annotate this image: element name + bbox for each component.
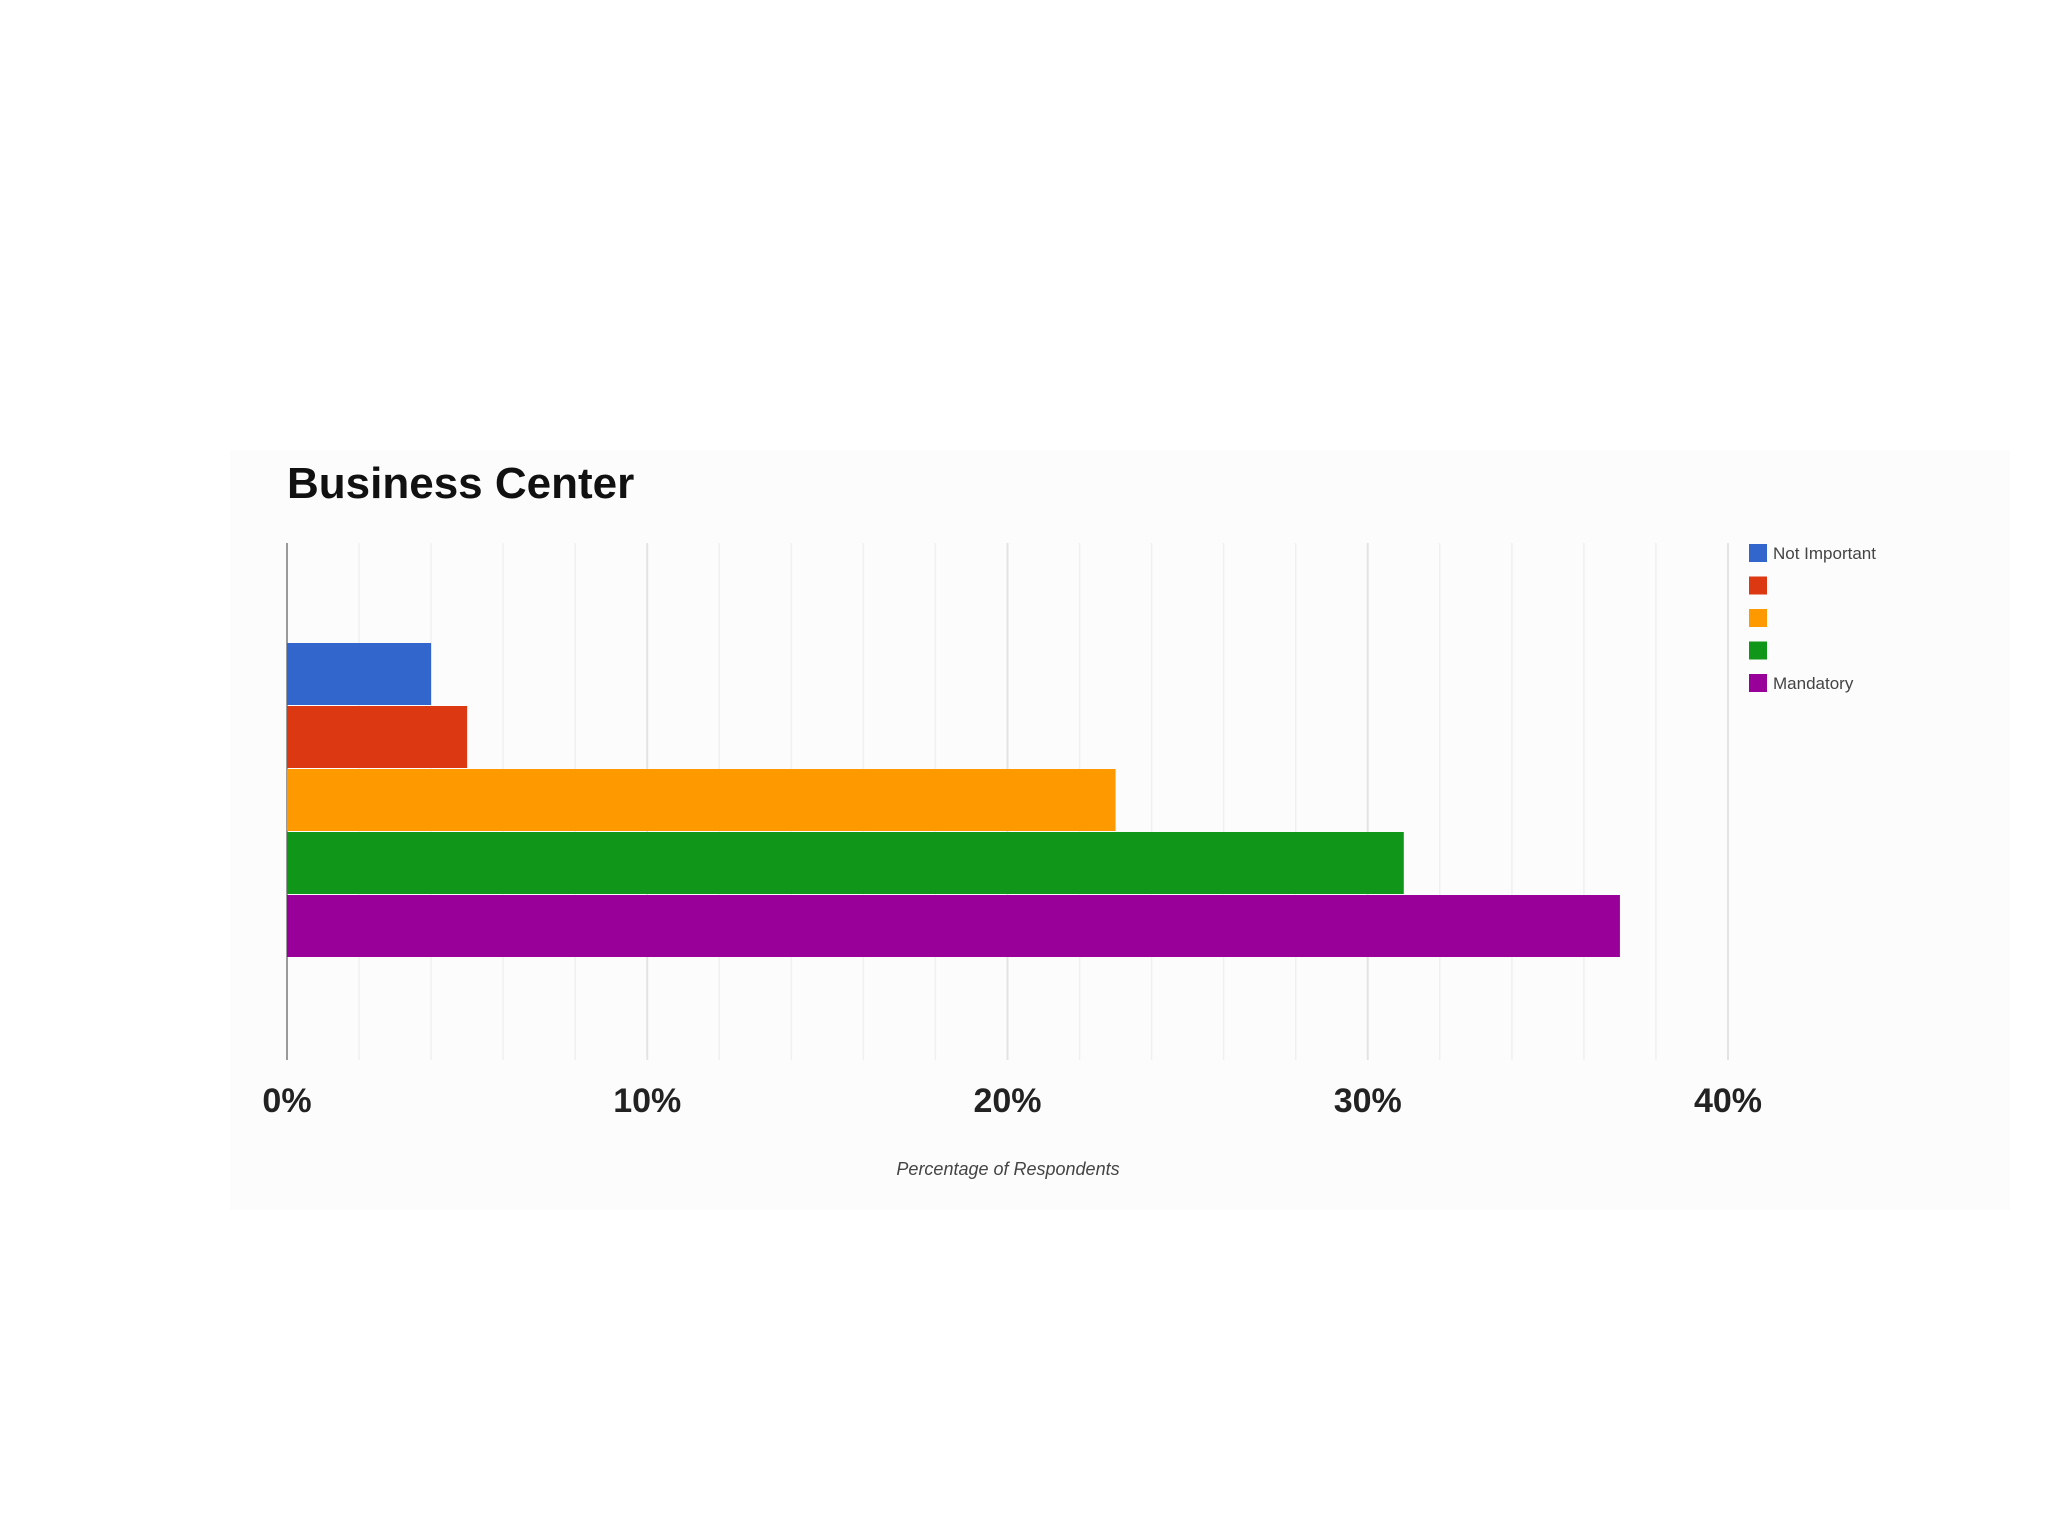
- x-tick-label: 0%: [262, 1082, 311, 1120]
- bar-2: [287, 706, 468, 768]
- legend-swatch: [1749, 641, 1767, 660]
- bars: [287, 643, 1620, 957]
- x-axis-title: Percentage of Respondents: [896, 1159, 1119, 1179]
- legend-swatch: [1749, 674, 1767, 692]
- chart-title: Business Center: [287, 459, 635, 508]
- x-tick-labels: 0% 10% 20% 30% 40%: [262, 1082, 1762, 1120]
- x-tick-label: 20%: [973, 1082, 1041, 1120]
- bar-3: [287, 769, 1116, 831]
- bar-1: [287, 643, 432, 705]
- bar-4: [287, 832, 1404, 894]
- legend-swatch: [1749, 609, 1767, 627]
- x-tick-label: 40%: [1694, 1082, 1762, 1120]
- x-tick-label: 30%: [1334, 1082, 1402, 1120]
- legend-swatch: [1749, 576, 1767, 595]
- bar-5: [287, 895, 1620, 957]
- legend-swatch: [1749, 544, 1767, 562]
- x-tick-label: 10%: [613, 1082, 681, 1120]
- legend: Not Important Mandatory: [1749, 544, 1876, 693]
- legend-label: Not Important: [1773, 544, 1876, 563]
- legend-label: Mandatory: [1773, 674, 1854, 693]
